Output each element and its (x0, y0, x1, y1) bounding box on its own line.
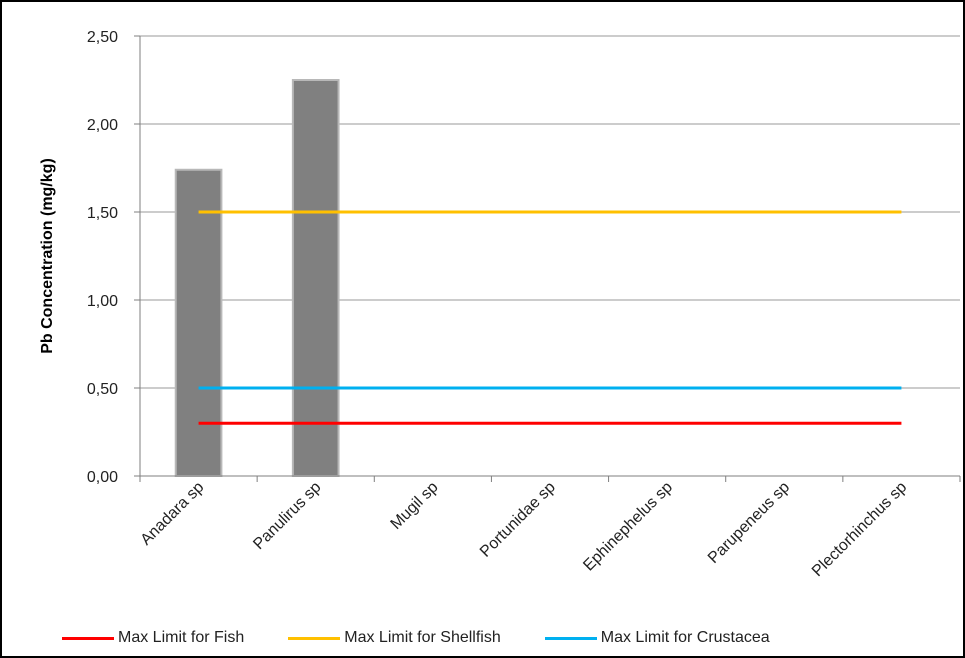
x-tick-labels: Anadara sp Panulirus sp Mugil sp Portunidae… (138, 479, 911, 580)
y-tick-labels: 0,00 0,50 1,00 1,50 2,00 2,50 (87, 29, 118, 486)
legend-label: Max Limit for Fish (118, 629, 245, 646)
bar (291, 79, 340, 477)
y-tick-label: 1,00 (87, 293, 118, 310)
x-tick-label: Mugil sp (388, 479, 442, 533)
reference-lines (198, 210, 902, 425)
y-axis-label: Pb Concentration (mg/kg) (39, 158, 56, 354)
y-tick-label: 2,50 (87, 29, 118, 46)
legend-entry: Max Limit for Fish (62, 629, 244, 647)
x-tick-label: Parupeneus sp (705, 479, 793, 567)
axes (134, 35, 961, 482)
x-tick-label: Ephinephelus sp (580, 479, 676, 575)
legend-swatch (288, 636, 341, 640)
legend-swatch (544, 636, 597, 640)
legend-entry: Max Limit for Crustacea (544, 629, 770, 647)
legend: Max Limit for Fish Max Limit for Shellfis… (62, 626, 962, 650)
x-tick-label: Plectorhinchus sp (809, 479, 910, 580)
y-tick-label: 1,50 (87, 205, 118, 222)
x-tick-label: Panulirus sp (250, 479, 324, 553)
legend-swatch (62, 636, 114, 640)
x-tick-label: Portunidae sp (477, 479, 559, 561)
y-tick-label: 0,00 (87, 469, 118, 486)
bar (174, 168, 223, 477)
y-tick-label: 2,00 (87, 117, 118, 134)
legend-label: Max Limit for Crustacea (600, 629, 770, 646)
legend-label: Max Limit for Shellfish (344, 629, 501, 646)
y-tick-label: 0,50 (87, 381, 118, 398)
bars (174, 79, 340, 477)
x-tick-label: Anadara sp (138, 479, 208, 549)
legend-entry: Max Limit for Shellfish (288, 629, 501, 647)
